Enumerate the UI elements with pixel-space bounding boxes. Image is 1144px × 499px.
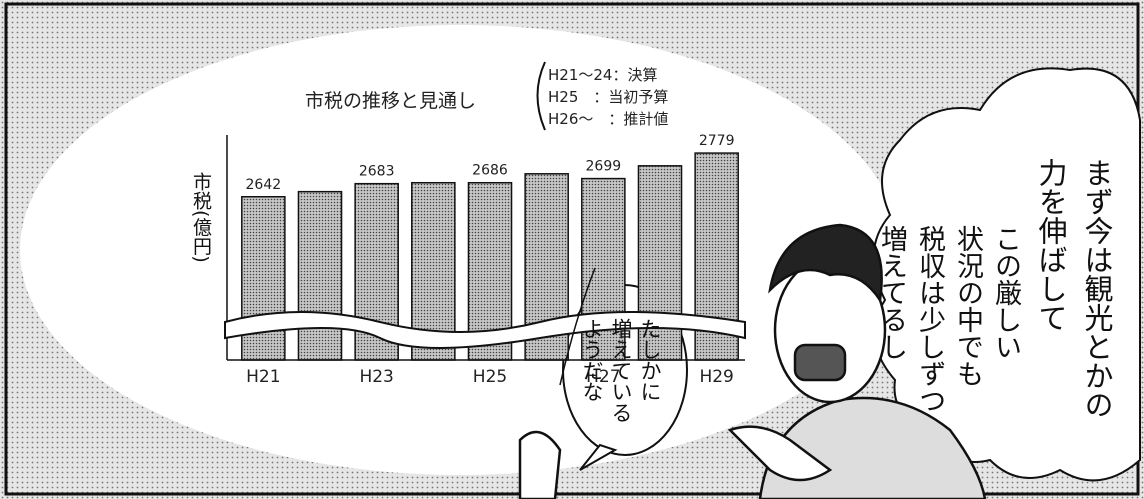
value-label: 2683 [359, 164, 395, 180]
dialogue-line: 増えている [606, 318, 635, 423]
value-label: 2699 [586, 159, 622, 175]
dialogue-line: ようだな [577, 318, 606, 423]
x-tick-label: H25 [473, 367, 507, 387]
bar [298, 192, 341, 360]
y-axis-label: 市税(億円) [188, 172, 215, 263]
manga-panel: 市税の推移と見通し H21〜24：決算 H25 ：当初予算 H26〜 ：推計値 H21 2… [0, 0, 1144, 499]
value-label: 2779 [699, 133, 735, 149]
value-label: 2642 [246, 177, 282, 193]
dialogue-line: たしかに [635, 318, 664, 423]
dialogue-right: まず今は観光とかの 力を伸ばして [1028, 158, 1120, 419]
x-tick-label: H21 [246, 367, 280, 387]
dialogue-line: この厳しい [986, 225, 1024, 414]
note: H25 ：当初予算 [548, 88, 668, 106]
dialogue-line: 力を伸ばして [1028, 158, 1074, 419]
value-label: 2686 [472, 163, 508, 179]
dialogue-middle: この厳しい 状況の中でも 税収は少しずつ 増えてるし [872, 225, 1024, 414]
note: H21〜24：決算 [548, 66, 657, 84]
x-tick-label: H29 [699, 367, 733, 387]
dialogue-small: たしかに 増えている ようだな [577, 318, 664, 423]
dialogue-line: 増えてるし [872, 225, 910, 414]
dialogue-line: 税収は少しずつ [910, 225, 948, 414]
note: H26〜 ：推計値 [548, 110, 668, 128]
x-tick-label: H23 [359, 367, 393, 387]
dialogue-line: 状況の中でも [948, 225, 986, 414]
dialogue-line: まず今は観光とかの [1074, 158, 1120, 419]
bar [242, 197, 285, 360]
chart-title: 市税の推移と見通し [305, 90, 476, 112]
